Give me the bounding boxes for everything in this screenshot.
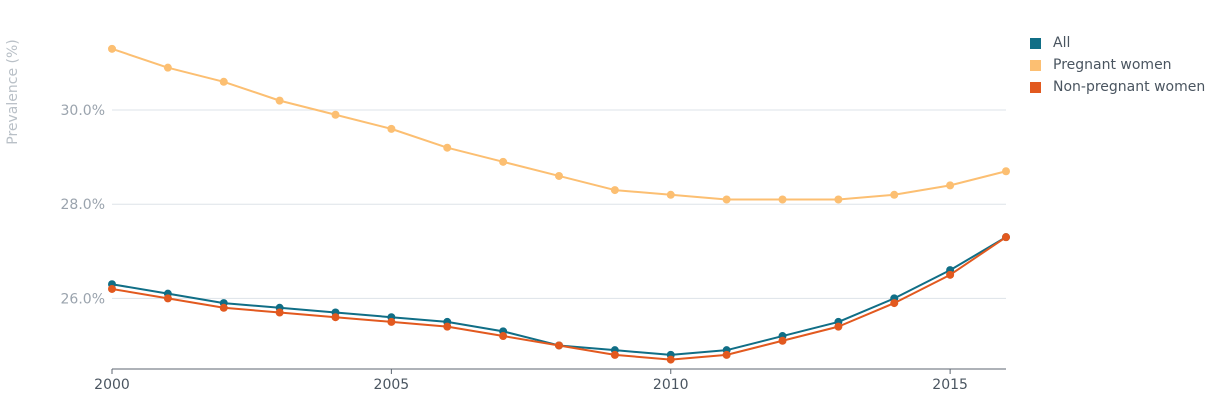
legend-swatch-pregnant-women	[1030, 59, 1041, 71]
data-point-pregnant-women[interactable]	[946, 181, 955, 190]
data-point-non-pregnant-women[interactable]	[387, 317, 396, 326]
data-point-non-pregnant-women[interactable]	[1002, 233, 1010, 242]
legend-item-non-pregnant-women[interactable]: Non-pregnant women	[1030, 76, 1205, 98]
data-point-non-pregnant-women[interactable]	[163, 294, 172, 303]
data-point-pregnant-women[interactable]	[834, 195, 843, 204]
data-point-pregnant-women[interactable]	[443, 143, 452, 152]
series-all	[108, 233, 1010, 359]
y-tick-label: 30.0%	[61, 103, 105, 119]
x-tick-label: 2010	[653, 377, 689, 393]
series-line-all	[111, 236, 1007, 356]
data-point-pregnant-women[interactable]	[331, 110, 340, 119]
data-point-non-pregnant-women[interactable]	[722, 350, 731, 359]
data-point-pregnant-women[interactable]	[387, 124, 396, 133]
legend-swatch-non-pregnant-women	[1030, 81, 1041, 93]
data-point-non-pregnant-women[interactable]	[499, 332, 508, 341]
data-point-non-pregnant-women[interactable]	[443, 322, 452, 331]
data-point-non-pregnant-women[interactable]	[778, 336, 787, 345]
data-point-pregnant-women[interactable]	[1002, 167, 1010, 176]
y-tick-label: 28.0%	[61, 197, 105, 213]
legend-label-pregnant-women: Pregnant women	[1053, 57, 1172, 73]
data-point-non-pregnant-women[interactable]	[555, 341, 563, 350]
legend-item-pregnant-women[interactable]: Pregnant women	[1030, 54, 1205, 76]
data-point-pregnant-women[interactable]	[722, 195, 731, 204]
y-axis-ticks: 26.0% 28.0% 30.0%	[61, 103, 105, 307]
data-point-pregnant-women[interactable]	[108, 44, 116, 53]
x-tick-label: 2005	[374, 377, 410, 393]
data-point-pregnant-women[interactable]	[163, 63, 172, 72]
data-point-non-pregnant-women[interactable]	[331, 313, 340, 322]
data-point-non-pregnant-women[interactable]	[946, 270, 955, 279]
data-point-non-pregnant-women[interactable]	[834, 322, 843, 331]
legend-label-all: All	[1053, 35, 1071, 51]
data-point-pregnant-women[interactable]	[499, 157, 508, 166]
data-point-pregnant-women[interactable]	[275, 96, 284, 105]
data-point-non-pregnant-women[interactable]	[219, 303, 228, 312]
data-point-non-pregnant-women[interactable]	[666, 355, 675, 364]
data-point-non-pregnant-women[interactable]	[890, 299, 899, 308]
y-tick-label: 26.0%	[61, 291, 105, 307]
data-point-non-pregnant-women[interactable]	[108, 284, 116, 293]
legend-item-all[interactable]: All	[1030, 32, 1205, 54]
data-point-pregnant-women[interactable]	[778, 195, 787, 204]
data-point-non-pregnant-women[interactable]	[275, 308, 284, 317]
data-point-non-pregnant-women[interactable]	[610, 350, 619, 359]
data-point-pregnant-women[interactable]	[555, 171, 563, 180]
y-axis-title: Prevalence (%)	[5, 39, 21, 145]
series-layer	[108, 44, 1010, 364]
data-point-pregnant-women[interactable]	[219, 77, 228, 86]
x-tick-label: 2015	[932, 377, 968, 393]
data-point-pregnant-women[interactable]	[666, 190, 675, 199]
legend-label-non-pregnant-women: Non-pregnant women	[1053, 79, 1206, 95]
legend: All Pregnant women Non-pregnant women	[1030, 32, 1205, 98]
data-point-pregnant-women[interactable]	[890, 190, 899, 199]
series-non-pregnant-women	[108, 233, 1010, 364]
x-tick-label: 2000	[94, 377, 130, 393]
x-axis-ticks: 2000 2005 2010 2015	[94, 369, 968, 393]
legend-swatch-all	[1030, 37, 1041, 49]
series-pregnant-women	[108, 44, 1010, 204]
data-point-pregnant-women[interactable]	[610, 186, 619, 195]
gridlines	[112, 109, 1006, 299]
